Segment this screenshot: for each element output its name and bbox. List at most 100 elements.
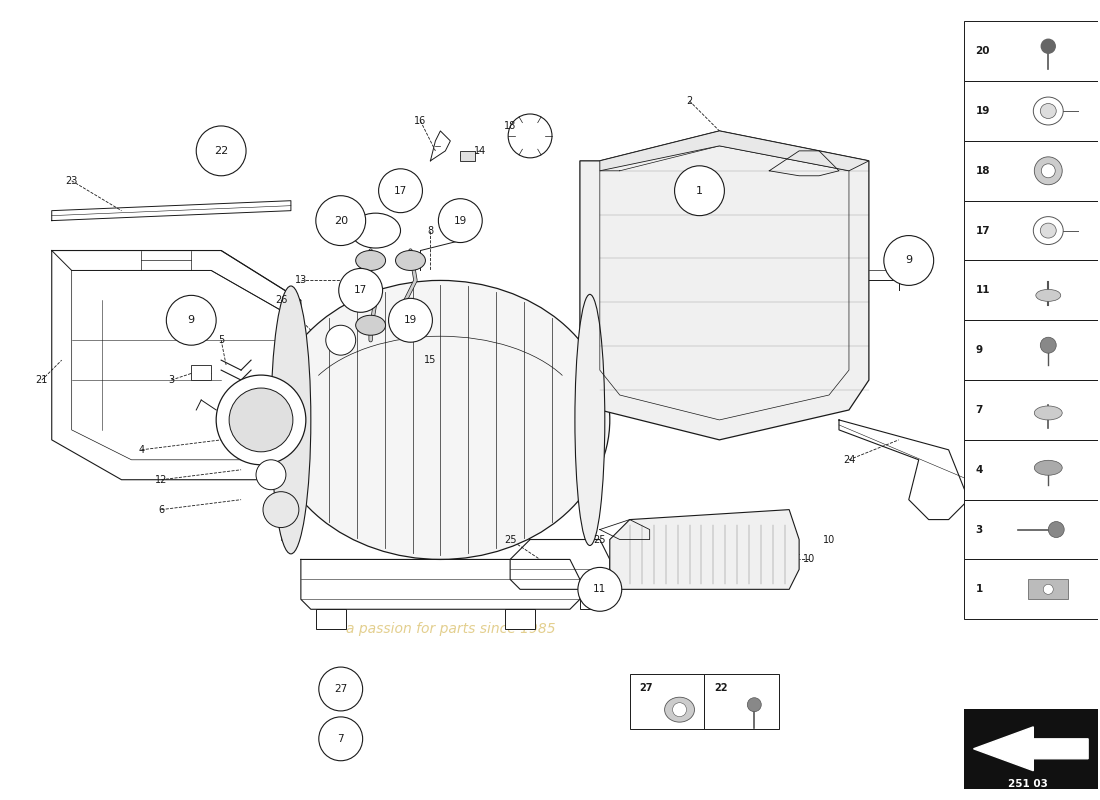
Bar: [580, 590, 600, 610]
Text: 18: 18: [504, 121, 516, 131]
Bar: [964, 709, 1098, 789]
Circle shape: [217, 375, 306, 465]
Bar: [964, 559, 1098, 619]
Circle shape: [256, 460, 286, 490]
Text: 17: 17: [354, 286, 367, 295]
Bar: [964, 380, 1098, 440]
Bar: [964, 440, 1098, 500]
Text: 15: 15: [425, 355, 437, 365]
Bar: [191, 365, 211, 380]
Circle shape: [166, 295, 217, 345]
Text: 11: 11: [976, 286, 990, 295]
Text: 3: 3: [976, 525, 982, 534]
Ellipse shape: [575, 294, 605, 546]
Polygon shape: [974, 727, 1088, 770]
Ellipse shape: [355, 250, 386, 270]
Ellipse shape: [1041, 223, 1056, 238]
Polygon shape: [600, 131, 869, 170]
Circle shape: [316, 196, 365, 246]
Text: 4: 4: [139, 445, 144, 455]
Text: 4: 4: [976, 465, 983, 474]
Ellipse shape: [271, 281, 609, 559]
Text: 9: 9: [905, 255, 912, 266]
Text: 7: 7: [338, 734, 344, 744]
Circle shape: [1048, 522, 1064, 538]
Text: 9: 9: [976, 345, 982, 355]
Text: 11: 11: [593, 584, 606, 594]
Ellipse shape: [396, 250, 426, 270]
Text: 10: 10: [803, 554, 815, 565]
Circle shape: [508, 114, 552, 158]
Text: europ    ates: europ ates: [402, 363, 639, 397]
Text: 7: 7: [976, 405, 983, 415]
Ellipse shape: [1034, 406, 1063, 420]
Bar: [964, 141, 1098, 201]
Text: 24: 24: [843, 454, 855, 465]
Ellipse shape: [1041, 103, 1056, 118]
Circle shape: [388, 298, 432, 342]
Text: 12: 12: [155, 474, 167, 485]
Text: 22: 22: [214, 146, 229, 156]
Circle shape: [326, 326, 355, 355]
Text: 13: 13: [295, 275, 307, 286]
Text: 8: 8: [428, 226, 433, 235]
Text: 3: 3: [168, 375, 175, 385]
Circle shape: [1042, 164, 1055, 178]
Ellipse shape: [664, 698, 694, 722]
Bar: [629, 674, 704, 729]
Circle shape: [747, 698, 761, 712]
Ellipse shape: [396, 315, 426, 335]
Bar: [704, 674, 779, 729]
Ellipse shape: [1033, 97, 1064, 125]
Text: 16: 16: [415, 116, 427, 126]
Text: 9: 9: [188, 315, 195, 326]
Text: 20: 20: [976, 46, 990, 56]
Circle shape: [883, 235, 934, 286]
Ellipse shape: [1034, 460, 1063, 475]
Ellipse shape: [1033, 217, 1064, 245]
Bar: [964, 201, 1098, 261]
Circle shape: [439, 198, 482, 242]
Text: 19: 19: [976, 106, 990, 116]
Ellipse shape: [1036, 290, 1060, 302]
Polygon shape: [580, 131, 869, 440]
Circle shape: [319, 717, 363, 761]
Circle shape: [672, 702, 686, 717]
Text: 19: 19: [404, 315, 417, 326]
Text: 20: 20: [333, 216, 348, 226]
Text: 5: 5: [218, 335, 224, 346]
Bar: [964, 320, 1098, 380]
Circle shape: [1042, 39, 1055, 54]
Ellipse shape: [351, 213, 400, 248]
Circle shape: [339, 269, 383, 312]
Text: 18: 18: [976, 166, 990, 176]
Circle shape: [578, 567, 621, 611]
Circle shape: [1034, 157, 1063, 185]
Bar: [1028, 579, 1068, 599]
Circle shape: [229, 388, 293, 452]
Text: 22: 22: [714, 682, 728, 693]
Circle shape: [319, 667, 363, 711]
Text: 23: 23: [66, 176, 78, 186]
Text: 251 03: 251 03: [1009, 778, 1048, 789]
Text: 27: 27: [334, 684, 348, 694]
Bar: [460, 151, 475, 161]
Text: 26: 26: [275, 295, 287, 306]
Text: 2: 2: [686, 96, 693, 106]
Text: 17: 17: [394, 186, 407, 196]
Circle shape: [1041, 338, 1056, 353]
Circle shape: [263, 492, 299, 527]
Ellipse shape: [271, 286, 311, 554]
Text: 1: 1: [696, 186, 703, 196]
Text: a passion for parts since 1985: a passion for parts since 1985: [345, 622, 556, 636]
Circle shape: [1043, 584, 1053, 594]
Circle shape: [378, 169, 422, 213]
Bar: [964, 261, 1098, 320]
Circle shape: [674, 166, 725, 216]
Text: 6: 6: [158, 505, 164, 514]
Text: 17: 17: [976, 226, 990, 235]
Polygon shape: [609, 510, 799, 590]
Circle shape: [196, 126, 246, 176]
Bar: [316, 610, 345, 630]
Ellipse shape: [355, 315, 386, 335]
